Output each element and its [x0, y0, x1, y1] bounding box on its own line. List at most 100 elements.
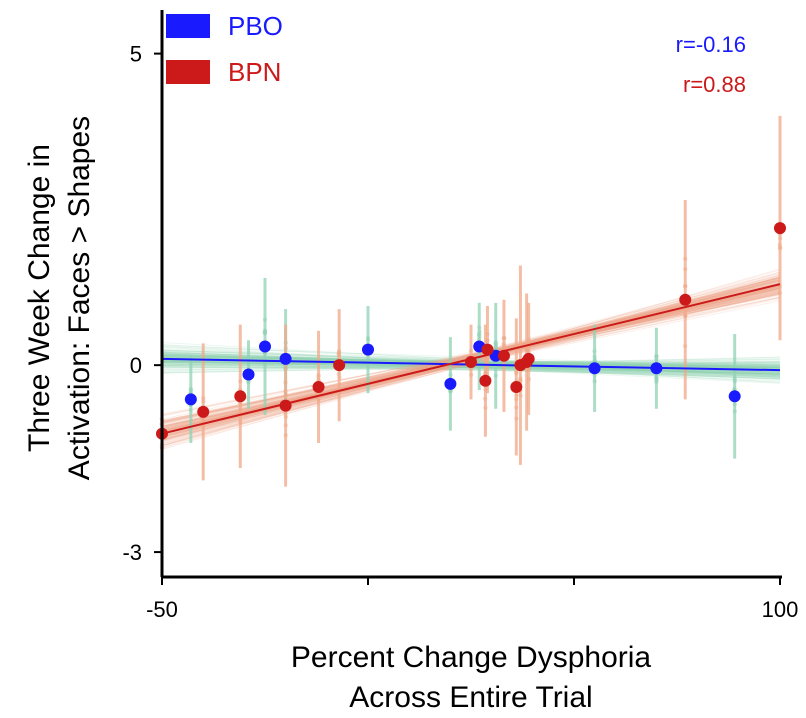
- pbo-sample-dot: [592, 357, 597, 362]
- bpn-sample-dot: [514, 393, 519, 398]
- bpn-data-point: [774, 222, 786, 235]
- bpn-sample-dot: [501, 341, 506, 347]
- bpn-sample-dot: [336, 351, 342, 357]
- bpn-sample-dot: [526, 349, 531, 355]
- bpn-sample-dot: [336, 371, 342, 377]
- pbo-sample-dot: [448, 389, 453, 394]
- bpn-data-point: [234, 390, 247, 403]
- pbo-data-point: [489, 349, 502, 362]
- bpn-sample-dot: [201, 395, 206, 401]
- pbo-sample-dot: [592, 354, 597, 359]
- pbo-sample-dot: [732, 379, 738, 384]
- x-axis-title: Percent Change Dysphoria Across Entire T…: [291, 641, 652, 714]
- bpn-data-point: [510, 380, 523, 393]
- pbo-sample-dot: [262, 328, 268, 333]
- pbo-sample-dot: [592, 349, 597, 354]
- pbo-legend-label: PBO: [228, 11, 283, 41]
- pbo-sample-dot: [476, 333, 482, 338]
- legend: PBO BPN: [166, 11, 283, 87]
- pbo-sample-dot: [592, 358, 597, 364]
- pbo-sample-dot: [262, 330, 268, 335]
- pbo-sample-dot: [493, 373, 498, 378]
- bpn-sample-dot: [777, 245, 783, 250]
- pbo-sample-dot: [246, 380, 251, 385]
- bpn-sample-dot: [777, 246, 783, 251]
- bpn-sample-dot: [283, 414, 289, 420]
- bpn-sample-dot: [682, 313, 688, 318]
- pbo-sample-dot: [448, 372, 453, 378]
- x-tick-label: -50: [146, 597, 178, 622]
- pbo-data-point: [444, 377, 457, 390]
- bpn-sample-dot: [468, 348, 474, 354]
- bpn-sample-dot: [485, 337, 490, 343]
- bpn-sample-dot: [683, 266, 688, 272]
- pbo-sample-dot: [493, 341, 498, 346]
- pbo-sample-dot: [477, 329, 482, 334]
- y-tick-label: 0: [130, 353, 142, 378]
- bpn-sample-dot: [316, 397, 321, 402]
- pbo-sample-dot: [477, 325, 482, 330]
- bpn-sample-dot: [283, 411, 288, 416]
- bpn-sample-dot: [682, 284, 688, 289]
- pbo-data-point: [279, 352, 292, 365]
- y-axis-title-line-2: Activation: Faces > Shapes: [63, 116, 96, 480]
- bpn-sample-dot: [683, 313, 688, 319]
- bpn-sample-dot: [778, 236, 783, 241]
- pbo-sample-dot: [246, 360, 251, 366]
- y-ticks: 5 0 -3: [122, 42, 162, 565]
- bpn-sample-dot: [316, 373, 321, 378]
- bpn-legend-swatch: [166, 60, 210, 84]
- pbo-sample-dot: [493, 342, 498, 347]
- pbo-sample-dot: [654, 376, 659, 381]
- pbo-sample-dot: [477, 335, 482, 340]
- pbo-sample-dot: [476, 331, 482, 337]
- bpn-sample-dot: [283, 389, 288, 394]
- bpn-data-point: [497, 349, 510, 362]
- bpn-sample-dot: [683, 283, 688, 289]
- bpn-sample-dot: [502, 336, 507, 341]
- pbo-sample-dot: [477, 358, 482, 363]
- bpn-sample-dot: [238, 420, 243, 425]
- bpn-sample-dot: [469, 372, 474, 378]
- bpn-sample-dot: [336, 351, 342, 357]
- pbo-sample-dot: [188, 408, 193, 413]
- bpn-data-point: [197, 405, 210, 418]
- bpn-data-point: [679, 293, 692, 306]
- pbo-sample-dot: [262, 331, 268, 336]
- pbo-data-point: [650, 362, 663, 375]
- pbo-correlation-label: r=-0.16: [676, 32, 746, 57]
- bpn-sample-dot: [777, 242, 782, 247]
- bpn-correlation-label: r=0.88: [683, 72, 746, 97]
- pbo-sample-dot: [262, 351, 267, 356]
- bpn-sample-dot: [514, 416, 519, 421]
- bpn-data-point: [333, 359, 346, 372]
- bpn-sample-dot: [514, 405, 519, 410]
- pbo-sample-dot: [654, 374, 659, 379]
- bpn-data-point: [481, 343, 494, 356]
- bpn-sample-dot: [283, 392, 289, 397]
- bpn-data-point: [312, 380, 325, 393]
- bpn-sample-dot: [682, 343, 688, 349]
- pbo-data-point: [728, 390, 741, 403]
- bpn-sample-dot: [518, 393, 523, 398]
- bpn-data-point: [279, 399, 292, 412]
- bpn-sample-dot: [501, 335, 507, 340]
- pbo-sample-dot: [732, 402, 737, 407]
- bpn-sample-dot: [518, 376, 523, 381]
- pbo-sample-dot: [654, 354, 659, 359]
- pbo-sample-dot: [262, 329, 268, 335]
- pbo-sample-dot: [654, 379, 659, 385]
- y-tick-label: -3: [122, 540, 142, 565]
- pbo-sample-dot: [262, 361, 268, 366]
- pbo-data-point: [588, 362, 601, 375]
- pbo-data-point: [184, 393, 197, 406]
- pbo-legend-swatch: [166, 14, 210, 38]
- pbo-sample-dot: [448, 389, 453, 394]
- pbo-sample-dot: [732, 386, 737, 391]
- bpn-sample-dot: [201, 418, 206, 423]
- correlation-labels: r=-0.16 r=0.88: [676, 32, 746, 97]
- bpn-sample-dot: [238, 406, 243, 411]
- bpn-sample-dot: [316, 374, 321, 380]
- bpn-sample-dot: [337, 375, 342, 380]
- pbo-sample-dot: [188, 386, 193, 392]
